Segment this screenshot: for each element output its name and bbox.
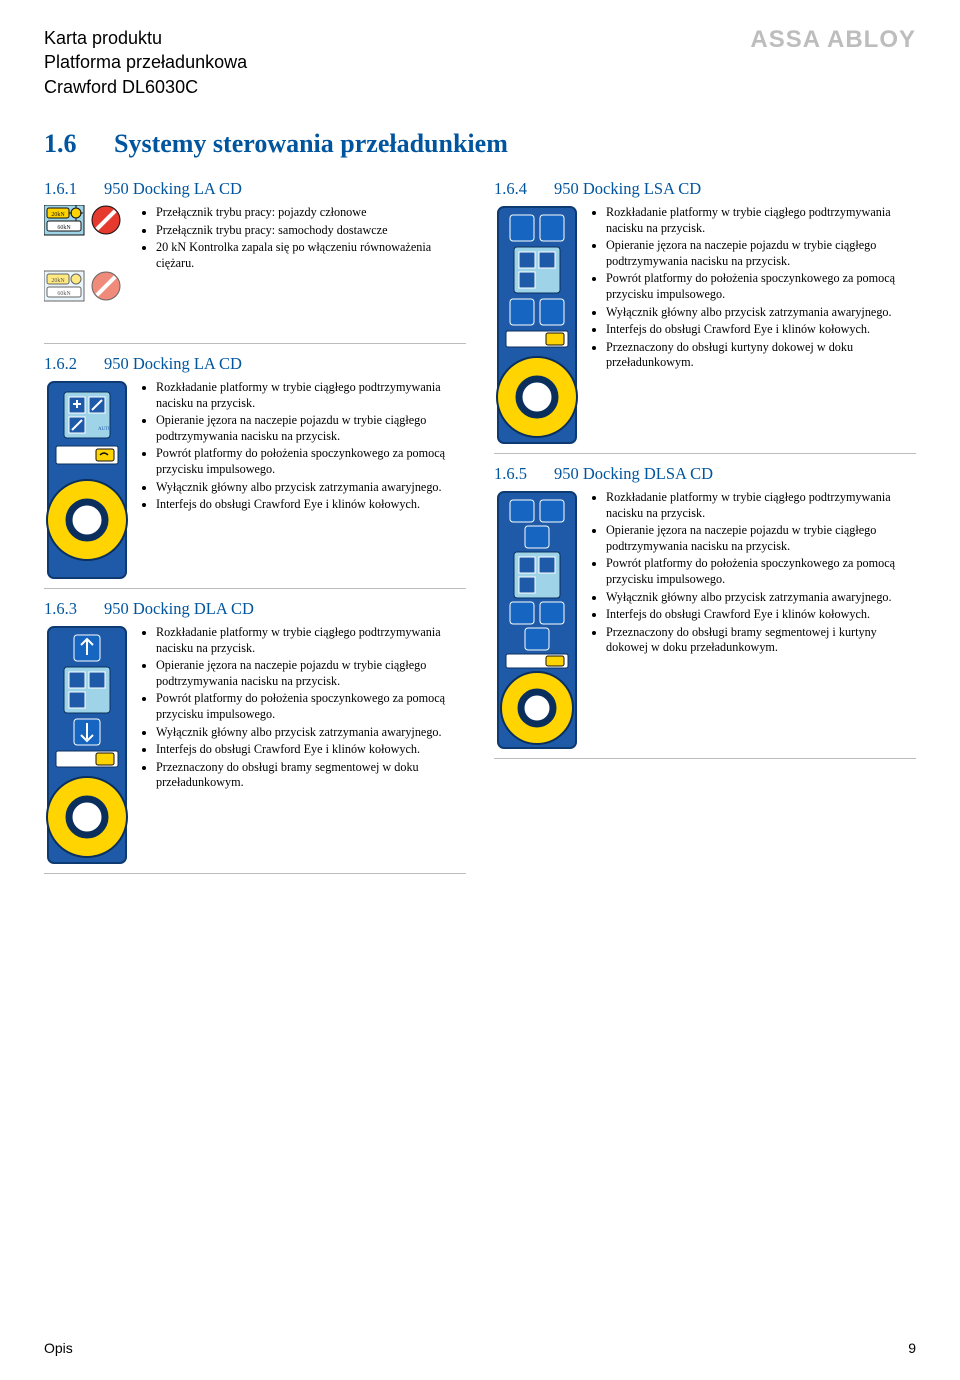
left-column: 1.6.1 950 Docking LA CD 20kN 60kN	[44, 169, 466, 878]
divider	[44, 588, 466, 589]
doc-title-line2: Platforma przeładunkowa	[44, 50, 247, 74]
bullet-item: Opieranie jęzora na naczepie pojazdu w t…	[156, 658, 466, 689]
header: Karta produktu Platforma przeładunkowa C…	[44, 26, 916, 99]
bullet-item: Powrót platformy do położenia spoczynkow…	[156, 691, 466, 722]
bullet-item: Opieranie jęzora na naczepie pojazdu w t…	[156, 413, 466, 444]
bullet-item: Wyłącznik główny albo przycisk zatrzyman…	[156, 725, 466, 741]
bullets-165: Rozkładanie platformy w trybie ciągłego …	[590, 490, 916, 750]
subheading-162: 1.6.2 950 Docking LA CD	[44, 354, 466, 374]
divider	[494, 758, 916, 759]
bullet-item: Opieranie jęzora na naczepie pojazdu w t…	[606, 238, 916, 269]
bullets-164: Rozkładanie platformy w trybie ciągłego …	[590, 205, 916, 445]
bullet-item: Przełącznik trybu pracy: samochody dosta…	[156, 223, 466, 239]
entry-165: Rozkładanie platformy w trybie ciągłego …	[494, 490, 916, 750]
subheading-title: 950 Docking DLSA CD	[554, 464, 713, 484]
bullets-163: Rozkładanie platformy w trybie ciągłego …	[140, 625, 466, 865]
bullet-item: Interfejs do obsługi Crawford Eye i klin…	[606, 607, 916, 623]
bullet-item: Opieranie jęzora na naczepie pojazdu w t…	[606, 523, 916, 554]
subheading-num: 1.6.1	[44, 179, 88, 199]
subheading-163: 1.6.3 950 Docking DLA CD	[44, 599, 466, 619]
bullet-item: Przełącznik trybu pracy: pojazdy członow…	[156, 205, 466, 221]
subheading-161: 1.6.1 950 Docking LA CD	[44, 179, 466, 199]
footer-left: Opis	[44, 1340, 73, 1356]
panel-163	[44, 625, 130, 865]
divider	[494, 453, 916, 454]
bullet-item: Wyłącznik główny albo przycisk zatrzyman…	[606, 305, 916, 321]
bullet-item: Rozkładanie platformy w trybie ciągłego …	[606, 205, 916, 236]
bullet-item: Powrót platformy do położenia spoczynkow…	[606, 271, 916, 302]
bullets-161: Przełącznik trybu pracy: pojazdy członow…	[140, 205, 466, 335]
doc-title-line3: Crawford DL6030C	[44, 75, 247, 99]
entry-164: Rozkładanie platformy w trybie ciągłego …	[494, 205, 916, 445]
footer-right: 9	[908, 1340, 916, 1356]
bullet-item: Wyłącznik główny albo przycisk zatrzyman…	[156, 480, 466, 496]
bullet-item: Interfejs do obsługi Crawford Eye i klin…	[606, 322, 916, 338]
subheading-title: 950 Docking DLA CD	[104, 599, 254, 619]
doc-title-line1: Karta produktu	[44, 26, 247, 50]
entry-161: 20kN 60kN 20kN 60kN	[44, 205, 466, 335]
subheading-num: 1.6.4	[494, 179, 538, 199]
content-columns: 1.6.1 950 Docking LA CD 20kN 60kN	[44, 169, 916, 878]
main-heading: 1.6 Systemy sterowania przeładunkiem	[44, 129, 916, 159]
bullet-item: Powrót platformy do położenia spoczynkow…	[156, 446, 466, 477]
bullet-item: Przeznaczony do obsługi kurtyny dokowej …	[606, 340, 916, 371]
subheading-num: 1.6.3	[44, 599, 88, 619]
brand-logo: ASSA ABLOY	[750, 26, 916, 54]
bullets-162: Rozkładanie platformy w trybie ciągłego …	[140, 380, 466, 580]
main-heading-num: 1.6	[44, 129, 86, 159]
bullet-item: Rozkładanie platformy w trybie ciągłego …	[156, 380, 466, 411]
subheading-165: 1.6.5 950 Docking DLSA CD	[494, 464, 916, 484]
icon-161: 20kN 60kN 20kN 60kN	[44, 205, 130, 335]
bullet-item: Interfejs do obsługi Crawford Eye i klin…	[156, 742, 466, 758]
panel-165	[494, 490, 580, 750]
bullet-item: Wyłącznik główny albo przycisk zatrzyman…	[606, 590, 916, 606]
entry-163: Rozkładanie platformy w trybie ciągłego …	[44, 625, 466, 865]
svg-text:60kN: 60kN	[57, 225, 71, 231]
bullet-item: Przeznaczony do obsługi bramy segmentowe…	[606, 625, 916, 656]
svg-text:AUTO: AUTO	[98, 427, 112, 432]
panel-162: AUTO	[44, 380, 130, 580]
subheading-num: 1.6.5	[494, 464, 538, 484]
bullet-item: Interfejs do obsługi Crawford Eye i klin…	[156, 497, 466, 513]
subheading-title: 950 Docking LA CD	[104, 179, 242, 199]
bullet-item: Przeznaczony do obsługi bramy segmentowe…	[156, 760, 466, 791]
panel-164	[494, 205, 580, 445]
right-column: 1.6.4 950 Docking LSA CD	[494, 169, 916, 878]
entry-162: AUTO Rozkładanie platformy w trybie ciąg…	[44, 380, 466, 580]
svg-text:20kN: 20kN	[51, 212, 65, 218]
svg-text:20kN: 20kN	[51, 278, 65, 284]
svg-text:60kN: 60kN	[57, 291, 71, 297]
subheading-title: 950 Docking LA CD	[104, 354, 242, 374]
subheading-title: 950 Docking LSA CD	[554, 179, 701, 199]
bullet-item: Rozkładanie platformy w trybie ciągłego …	[156, 625, 466, 656]
doc-title: Karta produktu Platforma przeładunkowa C…	[44, 26, 247, 99]
divider	[44, 873, 466, 874]
bullet-item: Rozkładanie platformy w trybie ciągłego …	[606, 490, 916, 521]
subheading-164: 1.6.4 950 Docking LSA CD	[494, 179, 916, 199]
bullet-item: 20 kN Kontrolka zapala się po włączeniu …	[156, 240, 466, 271]
subheading-num: 1.6.2	[44, 354, 88, 374]
footer: Opis 9	[44, 1340, 916, 1356]
divider	[44, 343, 466, 344]
main-heading-title: Systemy sterowania przeładunkiem	[114, 129, 508, 159]
bullet-item: Powrót platformy do położenia spoczynkow…	[606, 556, 916, 587]
